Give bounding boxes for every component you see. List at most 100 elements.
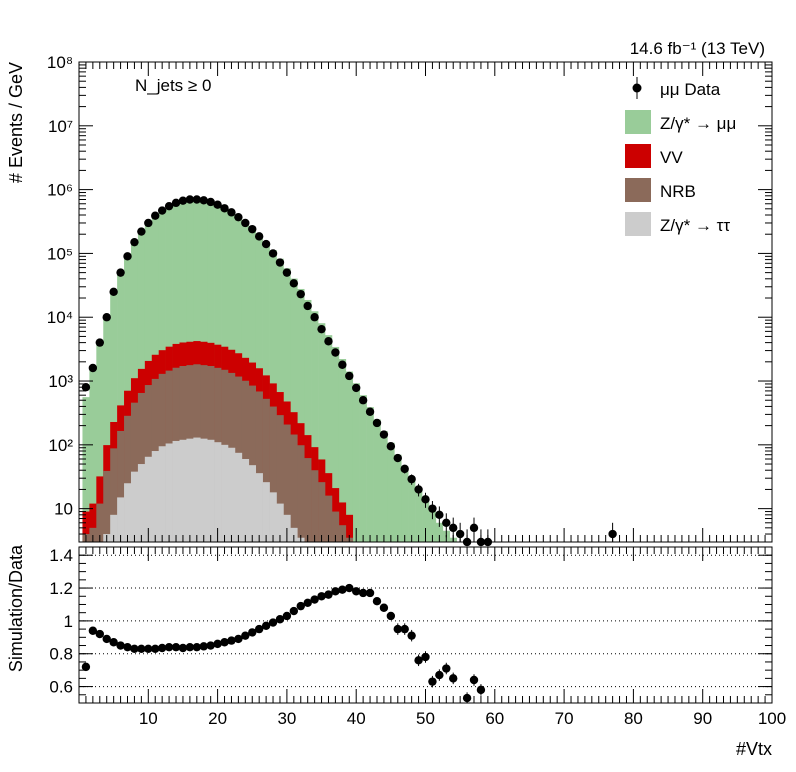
data-point xyxy=(137,227,145,235)
y-tick-label: 1 xyxy=(64,612,73,631)
bar xyxy=(228,448,235,542)
legend-swatch xyxy=(625,212,651,236)
y-tick-label: 1.2 xyxy=(49,579,73,598)
legend-swatch xyxy=(625,144,651,168)
y-tick-label: 0.6 xyxy=(49,678,73,697)
ratio-point xyxy=(442,664,450,672)
ratio-point xyxy=(407,631,415,639)
bar xyxy=(235,453,242,542)
data-point xyxy=(269,249,277,257)
data-point xyxy=(414,485,422,493)
legend-item: VV xyxy=(625,144,683,168)
y-tick-label: 10⁶ xyxy=(47,181,73,200)
ratio-point xyxy=(387,612,395,620)
x-tick-label: 20 xyxy=(208,709,227,728)
bar xyxy=(214,442,221,542)
bar xyxy=(256,473,263,542)
bar xyxy=(186,439,193,542)
ratio-point xyxy=(435,671,443,679)
data-point xyxy=(151,212,159,220)
ratio-point xyxy=(96,630,104,638)
y-tick-label: 0.8 xyxy=(49,645,73,664)
data-point xyxy=(407,475,415,483)
x-tick-label: 10 xyxy=(139,709,158,728)
data-point xyxy=(359,396,367,404)
ratio-point xyxy=(470,676,478,684)
bar xyxy=(380,431,387,542)
data-point xyxy=(109,288,117,296)
data-point xyxy=(366,408,374,416)
ratio-point xyxy=(290,607,298,615)
ratio-point xyxy=(366,589,374,597)
y-axis-label-ratio: Simulation/Data xyxy=(6,544,26,672)
bar xyxy=(367,407,374,542)
ratio-point xyxy=(477,686,485,694)
series-ratio-points xyxy=(82,584,485,703)
data-point xyxy=(310,313,318,321)
data-point xyxy=(324,337,332,345)
bar xyxy=(207,440,214,542)
ratio-point xyxy=(283,612,291,620)
bar xyxy=(318,482,325,542)
bar xyxy=(263,482,270,542)
x-tick-label: 90 xyxy=(693,709,712,728)
legend-label: NRB xyxy=(660,182,696,201)
bar xyxy=(249,465,256,542)
bar xyxy=(360,395,367,542)
y-tick-label: 10² xyxy=(48,436,73,455)
bar xyxy=(179,440,186,542)
ratio-point xyxy=(421,653,429,661)
ratio-point xyxy=(373,597,381,605)
data-point xyxy=(262,240,270,248)
ratio-plot: 0.60.811.21.410 20 30 40 50 60 70 80 90 100 xyxy=(49,546,786,728)
data-point xyxy=(401,465,409,473)
bar xyxy=(200,439,207,542)
legend-item: NRB xyxy=(625,178,696,202)
data-point xyxy=(276,258,284,266)
y-axis-label-main: # Events / GeV xyxy=(6,62,26,183)
data-point xyxy=(352,384,360,392)
bar xyxy=(124,483,131,542)
bar xyxy=(131,472,138,542)
data-point xyxy=(470,524,478,532)
category-label: N_jets ≥ 0 xyxy=(135,76,211,95)
x-tick-label: 60 xyxy=(485,709,504,728)
data-point xyxy=(89,364,97,372)
bar xyxy=(159,446,166,542)
data-point xyxy=(373,419,381,427)
data-point xyxy=(103,313,111,321)
y-tick-label: 10⁸ xyxy=(47,53,73,72)
y-tick-label: 10⁷ xyxy=(48,117,73,136)
y-tick-label: 1.4 xyxy=(49,546,73,565)
data-point xyxy=(283,268,291,276)
x-axis-label: #Vtx xyxy=(736,739,772,759)
bar xyxy=(374,419,381,542)
bar xyxy=(152,451,159,542)
y-tick-label: 10⁴ xyxy=(47,308,73,327)
bar xyxy=(103,471,110,542)
lumi-label: 14.6 fb⁻¹ (13 TeV) xyxy=(630,39,765,58)
bar xyxy=(415,489,422,542)
data-point xyxy=(96,338,104,346)
bar xyxy=(401,466,408,542)
data-point xyxy=(116,268,124,276)
x-tick-label: 80 xyxy=(624,709,643,728)
data-point xyxy=(387,442,395,450)
data-point xyxy=(338,361,346,369)
y-tick-label: 10⁵ xyxy=(47,244,73,263)
bar xyxy=(173,441,180,542)
data-point xyxy=(380,430,388,438)
legend: μμ DataZ/γ* → μμVVNRBZ/γ* → ττ xyxy=(625,77,736,236)
data-point xyxy=(435,511,443,519)
ratio-point xyxy=(401,625,409,633)
data-point xyxy=(241,219,249,227)
bar xyxy=(193,438,200,542)
bar xyxy=(353,383,360,542)
x-tick-label: 40 xyxy=(347,709,366,728)
data-point xyxy=(394,454,402,462)
data-point xyxy=(290,279,298,287)
data-point xyxy=(317,325,325,333)
data-point xyxy=(303,302,311,310)
bar xyxy=(304,458,311,542)
